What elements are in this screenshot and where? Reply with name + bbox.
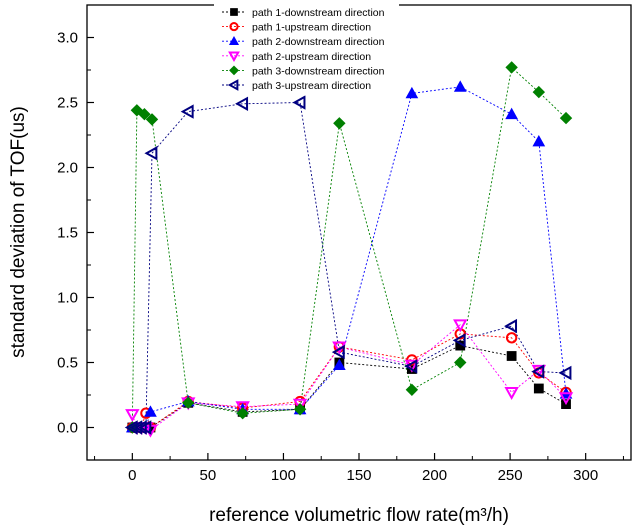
axes: 0 50 100 150 200 250 300 0.0 0.5 1.0 1.5 2.0 2.5 3.0 bbox=[57, 4, 624, 484]
legend-label: path 3-downstream direction bbox=[252, 65, 385, 77]
data-point bbox=[531, 364, 545, 379]
data-point bbox=[292, 398, 308, 412]
data-point bbox=[293, 403, 307, 416]
legend: path 1-downstream direction path 1-upstre… bbox=[214, 3, 399, 96]
x-tick-label: 0 bbox=[128, 467, 136, 484]
data-point bbox=[558, 365, 572, 381]
data-point bbox=[145, 113, 159, 126]
y-tick-label: 3.0 bbox=[57, 30, 78, 47]
data-point bbox=[452, 333, 466, 348]
data-point bbox=[235, 96, 249, 111]
data-point bbox=[504, 318, 518, 334]
data-point bbox=[453, 319, 468, 333]
series-lines bbox=[131, 66, 567, 431]
series-line-5 bbox=[131, 66, 567, 428]
x-tick-label: 50 bbox=[200, 467, 217, 484]
data-point bbox=[331, 344, 345, 360]
data-point bbox=[559, 111, 573, 125]
x-tick-label: 100 bbox=[271, 467, 296, 484]
data-point bbox=[504, 387, 519, 400]
legend-label: path 2-downstream direction bbox=[252, 36, 385, 48]
series-line-4 bbox=[131, 324, 567, 431]
series-line-1 bbox=[132, 345, 567, 428]
data-point bbox=[405, 383, 419, 397]
legend-marker bbox=[228, 51, 240, 63]
series-markers-2 bbox=[126, 328, 572, 434]
legend-marker bbox=[229, 65, 239, 76]
x-tick-label: 300 bbox=[573, 467, 598, 484]
y-axis-title: standard deviation of TOF(us) bbox=[8, 106, 29, 358]
legend-label: path 3-upstream direction bbox=[252, 80, 371, 92]
data-point bbox=[404, 359, 418, 374]
legend-label: path 1-upstream direction bbox=[252, 22, 371, 34]
data-point bbox=[144, 146, 158, 161]
x-tick-label: 150 bbox=[346, 467, 371, 484]
legend-marker bbox=[228, 35, 240, 46]
y-tick-label: 2.5 bbox=[57, 95, 78, 112]
x-tick-label: 200 bbox=[422, 467, 447, 484]
data-point bbox=[138, 420, 152, 435]
data-point bbox=[236, 406, 249, 420]
series-markers-4 bbox=[125, 319, 574, 438]
data-point bbox=[533, 383, 544, 394]
data-point bbox=[532, 85, 546, 99]
y-tick-label: 1.0 bbox=[57, 290, 78, 307]
series-markers bbox=[124, 61, 574, 438]
y-tick-label: 0.5 bbox=[57, 355, 78, 372]
data-point bbox=[292, 95, 306, 110]
data-point bbox=[333, 117, 346, 130]
data-point bbox=[505, 107, 518, 120]
series-markers-3 bbox=[125, 80, 573, 433]
y-tick-label: 1.5 bbox=[57, 225, 78, 242]
legend-label: path 2-upstream direction bbox=[252, 51, 371, 63]
data-point bbox=[138, 107, 151, 121]
legend-marker bbox=[229, 22, 239, 32]
data-point bbox=[453, 80, 467, 92]
data-point bbox=[235, 401, 250, 415]
data-point bbox=[505, 332, 518, 344]
data-point bbox=[133, 420, 147, 435]
data-point bbox=[558, 392, 574, 406]
data-point bbox=[505, 61, 518, 74]
legend-marker bbox=[230, 8, 238, 16]
data-point bbox=[125, 409, 140, 423]
series-line-2 bbox=[132, 333, 567, 429]
data-point bbox=[180, 104, 194, 119]
data-point bbox=[144, 405, 157, 417]
y-tick-label: 2.0 bbox=[57, 160, 78, 177]
y-tick-label: 0.0 bbox=[57, 420, 78, 437]
data-point bbox=[182, 396, 195, 410]
data-point bbox=[333, 358, 346, 370]
x-axis-title: reference volumetric flow rate(m³/h) bbox=[209, 505, 509, 526]
data-point bbox=[405, 86, 419, 99]
series-markers-6 bbox=[124, 95, 572, 435]
legend-box bbox=[214, 3, 399, 96]
legend-marker bbox=[227, 79, 239, 91]
series-line-3 bbox=[132, 86, 567, 428]
data-point bbox=[454, 356, 467, 369]
data-point bbox=[506, 351, 517, 361]
legend-label: path 1-downstream direction bbox=[252, 7, 385, 19]
x-tick-label: 250 bbox=[498, 467, 523, 484]
data-point bbox=[532, 134, 546, 147]
